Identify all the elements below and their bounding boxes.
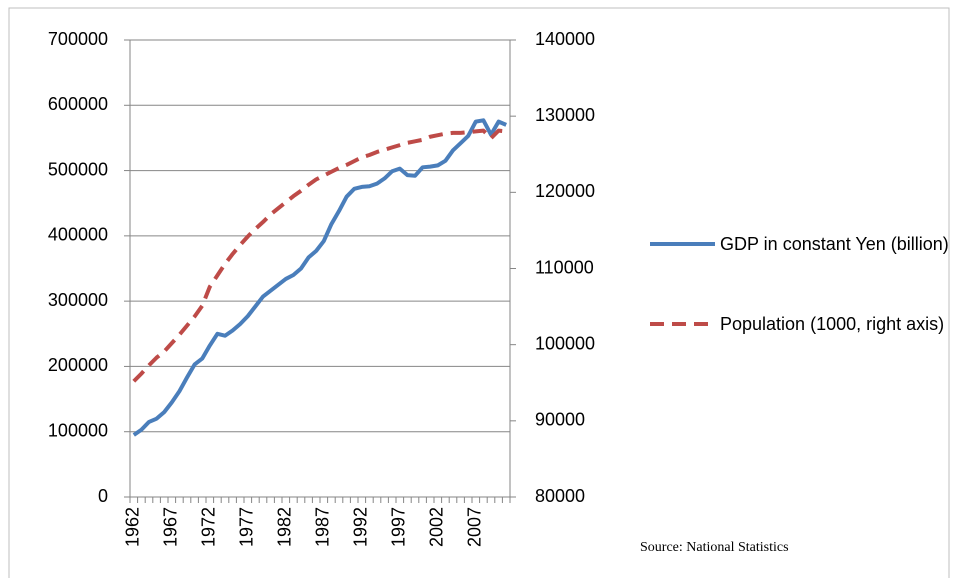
source-note: Source: National Statistics [640, 540, 789, 555]
x-tick-label: 2002 [427, 507, 447, 547]
legend-label: GDP in constant Yen (billion) [720, 234, 949, 254]
x-tick-label: 1982 [275, 507, 295, 547]
y-tick-label: 700000 [48, 29, 108, 49]
x-tick-label: 1972 [199, 507, 219, 547]
y-tick-label: 300000 [48, 290, 108, 310]
y2-tick-label: 140000 [535, 29, 595, 49]
x-tick-label: 2007 [465, 507, 485, 547]
series-line [132, 118, 507, 437]
y2-tick-label: 110000 [535, 257, 594, 277]
x-tick-label: 1962 [123, 507, 143, 547]
legend-label: Population (1000, right axis) [720, 314, 945, 334]
y2-tick-label: 100000 [535, 333, 595, 353]
x-tick-label: 1987 [313, 507, 333, 547]
x-tick-label: 1997 [389, 507, 409, 547]
y2-tick-label: 90000 [535, 410, 585, 430]
y-tick-label: 0 [98, 486, 108, 506]
chart-frame [8, 7, 950, 578]
y-tick-label: 400000 [48, 225, 108, 245]
x-tick-label: 1992 [351, 507, 371, 547]
x-tick-label: 1977 [237, 507, 257, 547]
y2-tick-label: 80000 [535, 486, 585, 506]
y-tick-label: 500000 [48, 159, 108, 179]
y2-tick-label: 120000 [535, 181, 595, 201]
series-line [132, 128, 507, 383]
y2-tick-label: 130000 [535, 105, 595, 125]
y-tick-label: 100000 [48, 420, 108, 440]
y-tick-label: 600000 [48, 94, 108, 114]
x-tick-label: 1967 [161, 507, 181, 547]
y-tick-label: 200000 [48, 355, 108, 375]
